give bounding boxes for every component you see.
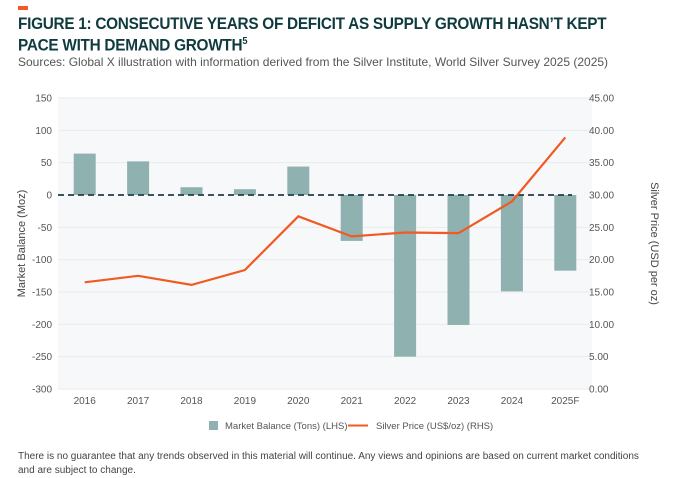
- y-tick-label: 0: [46, 191, 52, 202]
- x-tick-label: 2016: [74, 396, 97, 407]
- x-tick-label: 2022: [394, 396, 417, 407]
- bar-2024: [500, 195, 523, 292]
- title-text: FIGURE 1: CONSECUTIVE YEARS OF DEFICIT A…: [18, 15, 607, 55]
- chart-subtitle: Sources: Global X illustration with info…: [18, 55, 609, 69]
- legend-bar-swatch: [209, 421, 218, 430]
- bar-2025F: [554, 195, 577, 271]
- bar-2021: [340, 195, 363, 241]
- y-tick-label: -150: [32, 288, 52, 299]
- y-right-tick-label: 45.00: [589, 94, 614, 105]
- price-line: [84, 136, 567, 287]
- bar-2019: [233, 189, 256, 195]
- y-tick-label: 100: [35, 126, 52, 137]
- y-right-tick-label: 25.00: [589, 223, 614, 234]
- x-tick-label: 2019: [234, 396, 257, 407]
- y-tick-label: -100: [32, 255, 52, 266]
- accent-bar: [18, 6, 28, 10]
- x-tick-label: 2023: [447, 396, 470, 407]
- x-tick-label: 2020: [287, 396, 310, 407]
- y-right-tick-label: 40.00: [589, 126, 614, 137]
- footnote-ref: 5: [242, 36, 248, 47]
- x-tick-label: 2017: [127, 396, 150, 407]
- y-right-tick-label: 0.00: [589, 385, 609, 396]
- bar-2017: [127, 161, 150, 195]
- y-right-tick-label: 30.00: [589, 191, 614, 202]
- bar-2016: [73, 153, 96, 195]
- y-right-tick-label: 5.00: [589, 352, 609, 363]
- disclaimer: There is no guarantee that any trends ob…: [18, 451, 639, 476]
- x-tick-label: 2018: [180, 396, 203, 407]
- legend-bar-label: Market Balance (Tons) (LHS): [225, 421, 347, 432]
- y-tick-label: 150: [35, 94, 52, 105]
- bar-2023: [447, 195, 470, 325]
- y-right-tick-label: 35.00: [589, 158, 614, 169]
- y-tick-label: -250: [32, 352, 52, 363]
- y-axis-title: Market Balance (Moz): [16, 190, 28, 298]
- x-tick-label: 2025F: [551, 396, 579, 407]
- legend-line-label: Silver Price (US$/oz) (RHS): [376, 421, 493, 432]
- y-right-tick-label: 20.00: [589, 255, 614, 266]
- x-tick-label: 2021: [341, 396, 364, 407]
- y-tick-label: 50: [41, 158, 53, 169]
- y-right-tick-label: 15.00: [589, 288, 614, 299]
- y-right-tick-label: 10.00: [589, 320, 614, 331]
- y-tick-label: -200: [32, 320, 52, 331]
- y-tick-label: -300: [32, 385, 52, 396]
- chart-title: FIGURE 1: CONSECUTIVE YEARS OF DEFICIT A…: [18, 15, 623, 55]
- bar-2018: [180, 187, 203, 195]
- y-right-axis-title: Silver Price (USD per oz): [648, 182, 660, 305]
- bar-2020: [287, 166, 310, 195]
- y-tick-label: -50: [38, 223, 53, 234]
- x-tick-label: 2024: [501, 396, 524, 407]
- bar-2022: [394, 195, 417, 357]
